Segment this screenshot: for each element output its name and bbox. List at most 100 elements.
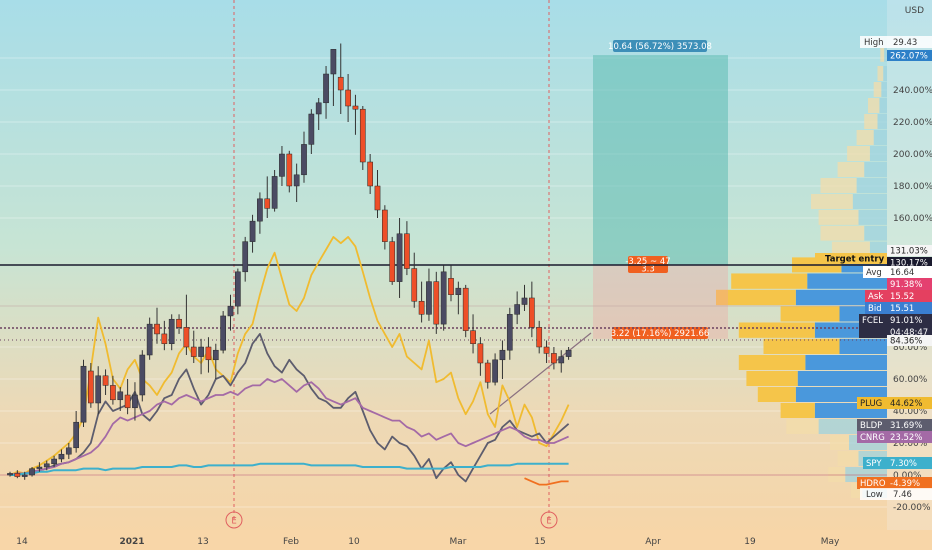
series-badge-bg <box>863 457 932 469</box>
y-tick-label: 160.00% <box>893 214 932 224</box>
volume-profile <box>716 47 887 498</box>
volume-bar-buy <box>780 306 840 322</box>
ask-badge-name: Ask <box>868 292 883 302</box>
pct-131-bg <box>887 245 932 256</box>
volume-bar-buy <box>731 273 808 289</box>
volume-bar-buy <box>880 47 885 62</box>
volume-bar-buy <box>873 82 882 97</box>
measure-top-label: 10.64 (56.72%) 3573.08 <box>608 42 712 52</box>
candle-body <box>21 474 28 477</box>
x-tick-label: Apr <box>645 537 661 547</box>
candle-body <box>514 304 520 315</box>
candle-body <box>73 421 80 449</box>
series-badge-value: 31.69% <box>890 421 922 431</box>
candle-body <box>433 281 440 325</box>
volume-bar-buy <box>780 403 815 418</box>
y-tick-label: 180.00% <box>893 182 932 192</box>
series-badge-bg <box>857 477 932 489</box>
volume-bar-sell <box>877 114 887 129</box>
series-badge-value: 7.30% <box>890 459 917 469</box>
volume-bar-sell <box>883 66 887 81</box>
candle-body <box>190 346 197 357</box>
candle-body <box>58 453 65 460</box>
candle-body <box>374 185 381 211</box>
candle-body <box>271 176 278 209</box>
pct-91-38-badge-bg <box>887 278 932 290</box>
candle-body <box>382 209 388 242</box>
candle-body <box>249 220 256 242</box>
candle-body <box>227 305 234 317</box>
candle-body <box>448 278 454 295</box>
candle-body <box>132 394 138 409</box>
volume-bar-buy <box>716 289 796 306</box>
candle-body <box>521 297 528 305</box>
volume-bar-buy <box>746 371 798 386</box>
x-tick-label: 14 <box>16 537 28 547</box>
candle-body <box>117 391 124 401</box>
volume-bar-sell <box>873 130 887 145</box>
fcel-badge-name: FCEL <box>862 316 883 326</box>
candle-body <box>95 375 102 404</box>
pct-91-38-badge-value: 91.38% <box>890 280 922 290</box>
series-badge-value: 23.52% <box>890 433 922 443</box>
volume-bar-buy <box>837 451 859 466</box>
x-tick-label: 15 <box>534 537 545 547</box>
candle-body <box>110 385 116 401</box>
measure-mid-label-2: 3.3 <box>641 265 655 275</box>
candle-body <box>396 233 403 282</box>
candles <box>7 43 572 480</box>
volume-bar-buy <box>856 130 874 145</box>
series-badge-name: CNRG <box>860 433 885 443</box>
y-tick-label: -20.00% <box>893 503 931 513</box>
avg-badge-bg <box>863 266 932 278</box>
series-badge-plug: PLUG 44.62% <box>857 397 932 409</box>
volume-bar-buy <box>847 146 870 161</box>
candle-body <box>198 346 204 357</box>
candle-body <box>279 153 285 177</box>
trend-line[interactable] <box>489 332 592 415</box>
measure-low-label: 3.22 (17.16%) 2921.66 <box>611 329 710 339</box>
loss-zone <box>593 265 728 339</box>
volume-bar-buy <box>831 241 870 257</box>
series-badge-value: 44.62% <box>890 399 922 409</box>
measure-low-badge <box>612 327 708 339</box>
pct-130-value: 130.17% <box>890 259 928 269</box>
candle-body <box>235 271 241 307</box>
volume-bar-sell <box>884 47 887 62</box>
candle-body <box>536 327 543 348</box>
bid-badge-bg <box>865 302 932 314</box>
volume-bar-buy <box>786 419 819 434</box>
low-value: 7.46 <box>893 490 912 500</box>
target-entry-badge[interactable] <box>815 253 887 264</box>
ask-badge: Ask 15.52 <box>865 290 932 302</box>
series-line-bldp <box>9 332 570 483</box>
candle-body <box>484 362 491 383</box>
y-tick-label: 80.00% <box>893 343 928 353</box>
pct-91-38-badge: 91.38% <box>887 278 932 290</box>
earnings-marker[interactable] <box>540 511 558 529</box>
measure-mid-label-1: -3.25 ~ 47 <box>625 257 670 267</box>
series-line-plug <box>9 235 570 476</box>
y-tick-label: 60.00% <box>893 375 928 385</box>
volume-bar-buy <box>811 194 853 209</box>
candle-body <box>470 330 476 344</box>
low-name: Low <box>866 490 883 500</box>
series-badge-cnrg: CNRG 23.52% <box>857 431 932 443</box>
volume-bar-buy <box>850 483 863 498</box>
volume-bar-sell <box>869 241 887 257</box>
earnings-marker[interactable] <box>225 511 243 529</box>
low-badge-bg <box>860 488 932 500</box>
volume-bar-sell <box>852 194 887 209</box>
x-tick-label: 10 <box>348 537 360 547</box>
candle-body <box>506 314 513 351</box>
volume-bar-sell <box>864 225 887 241</box>
y-tick-label: 0.00% <box>893 471 922 481</box>
volume-bar-buy <box>763 338 840 354</box>
volume-bar-buy <box>757 387 796 402</box>
bid-badge: Bid 15.51 <box>865 302 932 314</box>
candle-body <box>124 394 131 409</box>
candle-body <box>14 473 21 477</box>
candle-body <box>543 346 550 354</box>
candle-body <box>51 458 57 465</box>
candle-body <box>558 356 565 364</box>
